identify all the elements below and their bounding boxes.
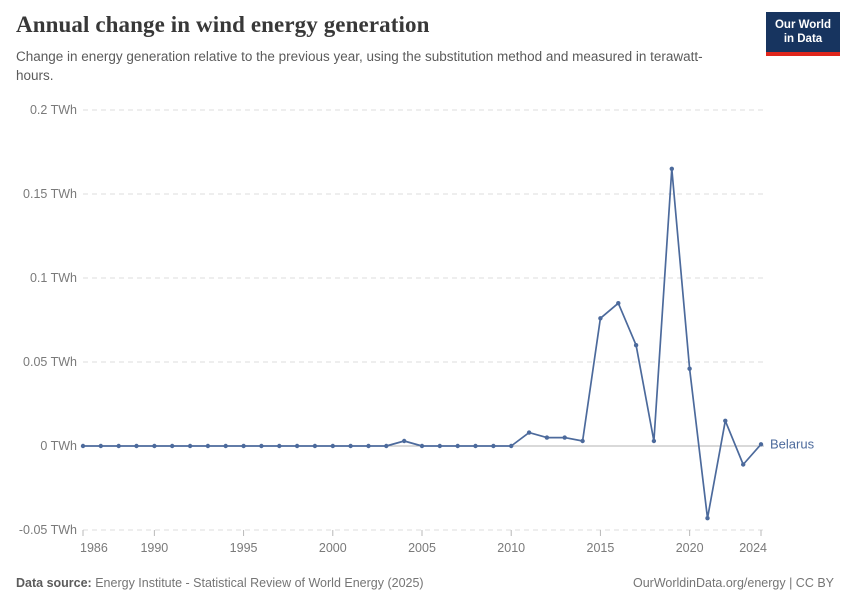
data-point[interactable]: [473, 443, 478, 449]
data-point[interactable]: [758, 442, 764, 447]
data-point[interactable]: [419, 443, 425, 449]
data-point[interactable]: [741, 462, 746, 467]
x-tick-label: 1986: [80, 541, 108, 555]
data-point[interactable]: [80, 443, 86, 449]
y-tick-label: 0 TWh: [40, 439, 77, 453]
data-point[interactable]: [134, 443, 139, 449]
data-point[interactable]: [348, 443, 353, 449]
data-point[interactable]: [651, 438, 657, 444]
data-point[interactable]: [187, 443, 193, 449]
data-point[interactable]: [384, 443, 389, 449]
data-source-label: Data source:: [16, 576, 92, 590]
owid-logo-text: Our World in Data: [766, 12, 840, 52]
data-point[interactable]: [402, 438, 407, 444]
data-point[interactable]: [330, 443, 335, 449]
chart-subtitle: Change in energy generation relative to …: [16, 49, 703, 84]
chart-footer: Data source: Energy Institute - Statisti…: [16, 576, 834, 590]
line-chart[interactable]: -0.05 TWh 0 TWh 0.05 TWh 0.1 TWh 0.15 TWh 0.2…: [0, 95, 850, 565]
data-point[interactable]: [170, 443, 175, 449]
data-point[interactable]: [544, 435, 550, 440]
data-point[interactable]: [437, 443, 442, 449]
credit-link[interactable]: OurWorldinData.org/energy | CC BY: [632, 576, 834, 590]
data-source: Data source: Energy Institute - Statisti…: [16, 576, 424, 590]
y-tick-label: 0.05 TWh: [23, 355, 77, 369]
data-point[interactable]: [723, 418, 728, 423]
chart-header: Annual change in wind energy generation …: [16, 12, 840, 85]
data-point[interactable]: [259, 443, 264, 449]
data-point[interactable]: [277, 443, 282, 449]
x-tick-label: 2024: [739, 541, 767, 555]
y-tick-label: -0.05 TWh: [19, 523, 77, 537]
data-source-text: Energy Institute - Statistical Review of…: [91, 576, 424, 590]
data-point[interactable]: [223, 443, 228, 449]
data-point[interactable]: [598, 316, 603, 321]
data-point[interactable]: [98, 443, 104, 449]
series-line: [82, 167, 762, 520]
data-point[interactable]: [616, 301, 621, 306]
data-point[interactable]: [152, 443, 157, 449]
x-tick-label: 1995: [230, 541, 258, 555]
data-point[interactable]: [455, 443, 460, 449]
data-point[interactable]: [669, 166, 674, 171]
owid-logo[interactable]: Our World in Data: [766, 12, 840, 56]
data-point[interactable]: [526, 430, 532, 435]
data-point[interactable]: [205, 443, 211, 449]
y-tick-label: 0.15 TWh: [23, 187, 77, 201]
data-point[interactable]: [687, 366, 692, 371]
data-point[interactable]: [705, 516, 710, 521]
page-title: Annual change in wind energy generation: [16, 12, 430, 37]
x-tick-label: 2000: [319, 541, 347, 555]
data-point[interactable]: [562, 435, 567, 440]
data-point[interactable]: [509, 443, 514, 449]
x-tick-label: 2010: [497, 541, 525, 555]
y-tick-label: 0.2 TWh: [30, 103, 77, 117]
data-point[interactable]: [491, 443, 496, 449]
x-tick-label: 2015: [587, 541, 615, 555]
data-point[interactable]: [116, 443, 121, 449]
data-point[interactable]: [294, 443, 300, 449]
x-tick-label: 2005: [408, 541, 436, 555]
x-tick-label: 1990: [140, 541, 168, 555]
data-point[interactable]: [312, 443, 318, 449]
data-point[interactable]: [633, 343, 639, 348]
owid-logo-accent-bar: [766, 51, 840, 56]
y-tick-label: 0.1 TWh: [30, 271, 77, 285]
x-tick-label: 2020: [676, 541, 704, 555]
series-label[interactable]: Belarus: [770, 436, 815, 451]
data-point[interactable]: [580, 438, 585, 444]
data-point[interactable]: [241, 443, 246, 449]
data-point[interactable]: [366, 443, 371, 449]
